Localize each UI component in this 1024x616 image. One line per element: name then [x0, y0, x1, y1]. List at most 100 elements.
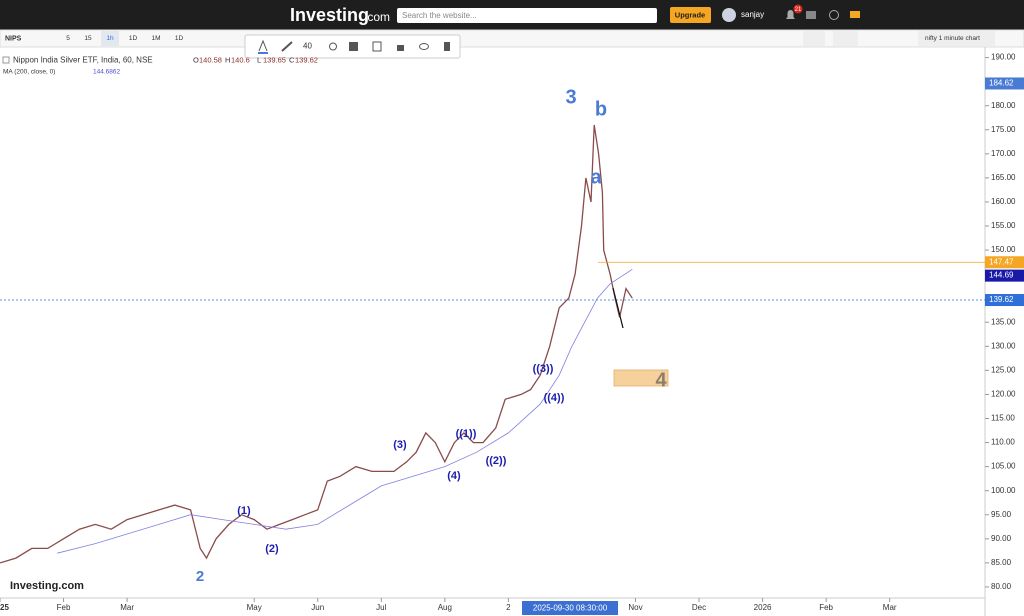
x-tick-label: Aug	[438, 603, 452, 612]
symbol[interactable]: NIPS	[5, 35, 22, 42]
y-tick-label: 120.00	[991, 390, 1016, 399]
wave-label: (1)	[237, 505, 251, 517]
price-label: 139.62	[989, 295, 1014, 304]
ohlc-key: H	[225, 55, 230, 64]
badge-count: 21	[795, 7, 802, 13]
settings-icon[interactable]	[329, 42, 337, 51]
x-tick-label: 2026	[754, 603, 772, 612]
y-tick-label: 105.00	[991, 462, 1016, 471]
price-label-bg	[985, 77, 1024, 90]
interval[interactable]: 15	[84, 35, 92, 42]
wave-label: 2	[196, 568, 204, 585]
avatar[interactable]	[722, 8, 736, 22]
interval[interactable]: 1D	[129, 35, 138, 42]
y-tick-label: 190.00	[991, 53, 1016, 62]
price-label-bg	[985, 294, 1024, 307]
ohlc-key: L	[257, 55, 261, 64]
price-line	[0, 124, 633, 564]
y-tick-label: 80.00	[991, 582, 1012, 591]
upgrade-button[interactable]	[670, 7, 711, 23]
eye-icon[interactable]	[419, 43, 429, 50]
interval[interactable]: 1M	[151, 35, 160, 42]
logo[interactable]: Investing	[290, 5, 369, 25]
bell-icon[interactable]	[786, 10, 795, 19]
screenshot-button[interactable]	[803, 31, 825, 46]
wave-label: ((4))	[544, 392, 565, 404]
ohlc-value: 139.65	[263, 55, 286, 64]
x-tick-label: Nov	[628, 603, 642, 612]
search-placeholder: Search the website...	[402, 11, 477, 20]
y-tick-label: 130.00	[991, 341, 1016, 350]
wave-label: (3)	[393, 439, 407, 451]
x-tick-label: Mar	[120, 603, 134, 612]
line-width[interactable]: 40	[303, 42, 312, 51]
portfolio-icon[interactable]	[806, 11, 816, 19]
ma-line	[57, 268, 633, 554]
trend-line	[612, 287, 624, 329]
layers-icon[interactable]	[349, 42, 358, 51]
price-label: 147.47	[989, 257, 1014, 266]
ohlc-value: 140.6	[231, 55, 250, 64]
clock-icon[interactable]	[829, 10, 839, 20]
wave-label: b	[595, 98, 607, 120]
y-tick-label: 125.00	[991, 365, 1016, 374]
price-label-bg	[985, 256, 1024, 269]
wave-label: 3	[565, 86, 576, 108]
wave-label: ((2))	[486, 455, 507, 467]
y-tick-label: 175.00	[991, 125, 1016, 134]
lock-icon[interactable]	[397, 45, 404, 51]
y-tick-label: 180.00	[991, 101, 1016, 110]
x-tick-label: Feb	[819, 603, 833, 612]
user-name[interactable]: sanjay	[741, 10, 764, 19]
target-zone	[613, 369, 669, 387]
y-tick-label: 150.00	[991, 245, 1016, 254]
x-tick-label: Jun	[311, 603, 324, 612]
flag-icon[interactable]	[850, 11, 860, 18]
wave-label: (2)	[265, 543, 279, 555]
x-tick-label: Jul	[376, 603, 386, 612]
interval-active	[101, 31, 119, 46]
search-box[interactable]	[397, 8, 657, 23]
interval[interactable]: 1D	[175, 35, 184, 42]
y-tick-label: 155.00	[991, 221, 1016, 230]
ma-label: MA (200, close, 0)	[3, 69, 55, 76]
x-tick-label: Dec	[692, 603, 706, 612]
y-tick-label: 160.00	[991, 197, 1016, 206]
layout-name: nifty 1 minute chart	[925, 35, 980, 42]
y-tick-label: 85.00	[991, 558, 1012, 567]
interval[interactable]: 1h	[106, 35, 114, 42]
ohlc-key: O	[193, 55, 199, 64]
price-label: 144.69	[989, 271, 1014, 280]
logo-suffix: .com	[364, 10, 390, 24]
layout-button[interactable]	[918, 31, 995, 46]
legend-toggle[interactable]	[2, 56, 10, 64]
y-tick-label: 115.00	[991, 414, 1015, 423]
wave-label: 4	[655, 369, 667, 391]
price-label-bg	[985, 269, 1024, 282]
plot: 80.00 85.00 90.00 95.00 100.00 105.00 110.00 11…	[0, 53, 1024, 615]
upgrade-label: Upgrade	[675, 10, 705, 19]
trash-icon[interactable]	[444, 42, 450, 51]
interval-group: 5 15 1h 1D 1M 1D	[66, 31, 183, 46]
price-label: 184.62	[989, 79, 1014, 88]
y-tick-label: 90.00	[991, 534, 1012, 543]
wave-label: a	[590, 166, 602, 188]
text-tool[interactable]	[258, 39, 268, 52]
x-tick-label: Mar	[883, 603, 897, 612]
interval[interactable]: 5	[66, 35, 70, 42]
x-tick-label: 2025	[0, 603, 9, 612]
watermark: Investing.com	[10, 580, 84, 592]
pen-tool[interactable]	[281, 41, 293, 52]
y-tick-label: 135.00	[991, 317, 1016, 326]
y-tick-label: 100.00	[991, 486, 1016, 495]
y-tick-label: 165.00	[991, 173, 1016, 182]
ohlc-value: 139.62	[295, 55, 318, 64]
ohlc-group: O 140.58 H 140.6 L 139.65 C 139.62	[193, 55, 318, 64]
theme-button[interactable]	[833, 31, 858, 46]
badge	[793, 4, 803, 14]
x-tick-label: May	[247, 603, 262, 612]
y-tick-label: 95.00	[991, 510, 1012, 519]
clone-icon[interactable]	[372, 41, 382, 52]
